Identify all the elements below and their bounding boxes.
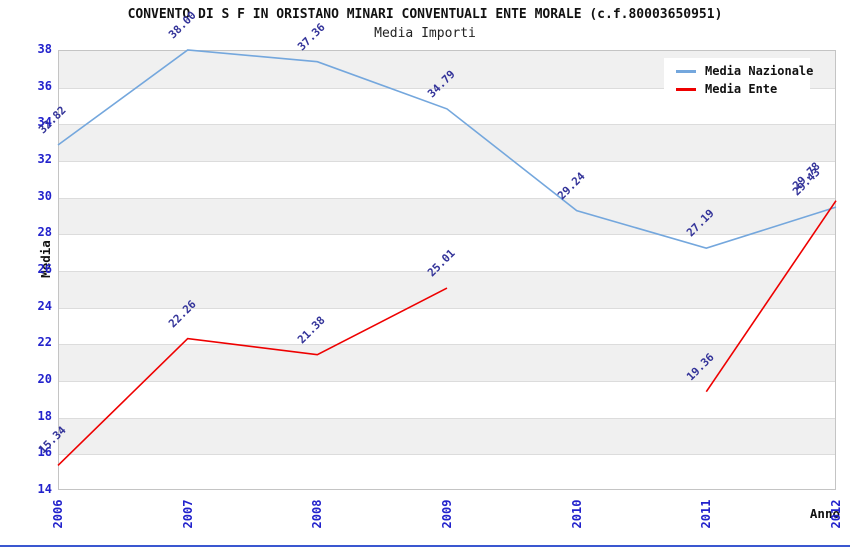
x-tick-label: 2007 bbox=[180, 499, 195, 529]
y-tick-label: 26 bbox=[37, 262, 52, 276]
gridline bbox=[59, 271, 835, 272]
chart-subtitle: Media Importi bbox=[374, 26, 476, 41]
y-tick-label: 34 bbox=[37, 115, 52, 130]
gridline bbox=[59, 234, 835, 236]
gridline bbox=[59, 454, 835, 456]
plot-area bbox=[58, 50, 836, 490]
y-tick-label: 28 bbox=[37, 225, 52, 240]
legend: Media Nazionale Media Ente bbox=[664, 58, 814, 102]
y-tick-label: 20 bbox=[37, 372, 52, 386]
y-tick-label: 24 bbox=[37, 298, 52, 313]
y-tick-label: 14 bbox=[37, 482, 52, 496]
x-tick-label: 2010 bbox=[569, 499, 584, 529]
legend-item: Media Ente bbox=[664, 80, 810, 98]
gridline bbox=[59, 344, 835, 346]
x-tick-label: 2012 bbox=[829, 499, 843, 529]
y-tick-label: 36 bbox=[37, 78, 52, 93]
legend-label: Media Ente bbox=[705, 82, 778, 96]
chart-title: CONVENTO DI S F IN ORISTANO MINARI CONVE… bbox=[127, 7, 723, 22]
y-tick-label: 18 bbox=[37, 408, 52, 423]
legend-line-swatch bbox=[676, 87, 696, 91]
y-tick-label: 38 bbox=[37, 42, 52, 56]
gridline bbox=[59, 417, 835, 419]
bottom-rule bbox=[0, 545, 850, 547]
x-tick-label: 2009 bbox=[440, 499, 454, 529]
gridline bbox=[59, 197, 835, 199]
y-tick-label: 30 bbox=[37, 188, 52, 203]
x-axis-title: Anno bbox=[809, 506, 840, 521]
plot-band bbox=[59, 124, 835, 161]
plot-band bbox=[59, 417, 835, 455]
plot-band bbox=[59, 197, 835, 235]
gridline bbox=[59, 161, 835, 162]
x-tick-label: 2011 bbox=[699, 499, 714, 529]
plot-band bbox=[59, 271, 835, 308]
gridline bbox=[59, 124, 835, 126]
legend-label: Media Nazionale bbox=[705, 64, 814, 78]
x-tick-label: 2006 bbox=[51, 499, 65, 529]
gridline bbox=[59, 381, 835, 382]
legend-item: Media Nazionale bbox=[664, 62, 814, 80]
x-tick-label: 2008 bbox=[310, 499, 325, 529]
y-tick-label: 22 bbox=[37, 335, 52, 350]
y-tick-label: 32 bbox=[37, 152, 52, 166]
plot-band bbox=[59, 344, 835, 381]
y-tick-label: 16 bbox=[37, 445, 52, 460]
legend-line-swatch bbox=[676, 69, 696, 73]
gridline bbox=[59, 307, 835, 309]
